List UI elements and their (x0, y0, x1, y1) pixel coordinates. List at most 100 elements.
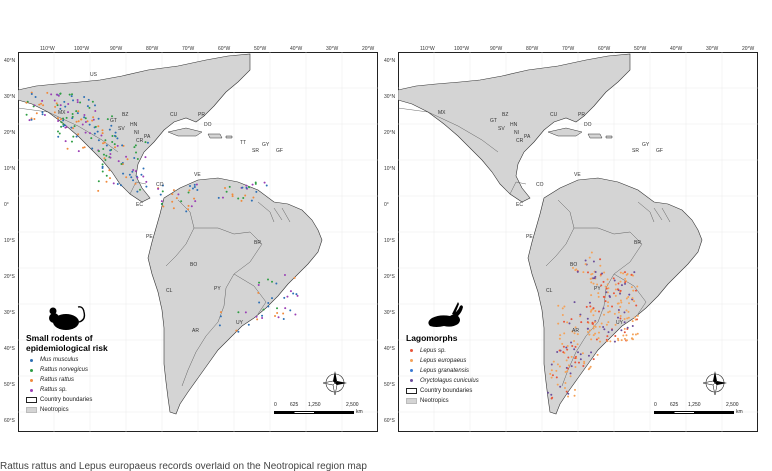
occurrence-point (583, 362, 586, 365)
occurrence-point (94, 125, 97, 128)
longitude-label: 100°W (454, 46, 470, 52)
occurrence-point (552, 360, 555, 363)
occurrence-point (72, 135, 75, 138)
legend-item: Lepus sp. (406, 346, 546, 356)
occurrence-point (627, 316, 630, 319)
country-label-bo: BO (570, 262, 578, 268)
occurrence-point (187, 208, 190, 211)
occurrence-point (620, 284, 623, 287)
occurrence-point (559, 334, 562, 337)
occurrence-point (111, 115, 114, 118)
legend-title: Small rodents of (26, 333, 93, 343)
occurrence-point (558, 365, 561, 368)
occurrence-point (581, 352, 584, 355)
occurrence-point (631, 338, 634, 341)
occurrence-point (251, 183, 254, 186)
occurrence-point (101, 132, 104, 135)
occurrence-point (105, 174, 108, 177)
occurrence-point (60, 125, 63, 128)
occurrence-point (117, 160, 120, 163)
occurrence-point (266, 278, 269, 281)
north-arrow-icon (322, 371, 347, 396)
map-lagomorphs (398, 52, 758, 432)
country-label-ar: AR (572, 328, 579, 334)
country-label-do: DO (584, 122, 592, 128)
occurrence-point (628, 302, 631, 305)
occurrence-point (82, 146, 85, 149)
latitude-label: 20°S (384, 274, 395, 280)
scale-unit: km (356, 409, 363, 415)
occurrence-point (136, 176, 139, 179)
occurrence-point (244, 194, 247, 197)
scale-tick: 0 (654, 402, 657, 408)
country-label-ec: EC (136, 202, 143, 208)
country-label-ec: EC (516, 202, 523, 208)
occurrence-point (289, 290, 292, 293)
occurrence-point (134, 182, 137, 185)
occurrence-point (564, 382, 567, 385)
latitude-label: 40°N (384, 58, 396, 64)
occurrence-point (142, 167, 145, 170)
occurrence-point (592, 260, 595, 263)
occurrence-point (255, 315, 258, 318)
occurrence-point (614, 283, 617, 286)
occurrence-point (561, 342, 564, 345)
occurrence-point (636, 285, 639, 288)
occurrence-point (274, 315, 277, 318)
occurrence-point (590, 338, 593, 341)
occurrence-point (144, 141, 147, 144)
scale-bar-graphic (274, 411, 354, 414)
occurrence-point (77, 150, 80, 153)
occurrence-point (59, 107, 62, 110)
occurrence-point (605, 291, 608, 294)
occurrence-point (595, 338, 598, 341)
occurrence-point (76, 99, 79, 102)
occurrence-point (607, 331, 610, 334)
occurrence-point (258, 301, 261, 304)
rabbit-icon (428, 302, 463, 327)
occurrence-point (576, 343, 579, 346)
occurrence-point (592, 277, 595, 280)
occurrence-point (617, 311, 620, 314)
occurrence-point (597, 295, 600, 298)
occurrence-point (256, 318, 259, 321)
occurrence-point (105, 180, 108, 183)
occurrence-point (571, 345, 574, 348)
latitude-label: 30°S (4, 310, 15, 316)
occurrence-point (561, 313, 564, 316)
occurrence-point (88, 106, 91, 109)
country-label-gf: GF (276, 148, 283, 154)
occurrence-point (636, 318, 639, 321)
occurrence-point (121, 144, 124, 147)
figure-caption: Rattus rattus and Lepus europaeus record… (0, 462, 367, 471)
occurrence-point (614, 335, 617, 338)
occurrence-point (607, 321, 610, 324)
hispaniola (587, 133, 603, 139)
occurrence-point (603, 271, 606, 274)
occurrence-point (569, 375, 572, 378)
occurrence-point (555, 369, 558, 372)
occurrence-point (102, 147, 105, 150)
occurrence-point (549, 372, 552, 375)
occurrence-point (636, 314, 639, 317)
occurrence-point (563, 387, 566, 390)
occurrence-point (86, 105, 89, 108)
occurrence-point (144, 156, 147, 159)
occurrence-point (557, 304, 560, 307)
occurrence-point (586, 271, 589, 274)
occurrence-point (237, 197, 240, 200)
occurrence-point (566, 348, 569, 351)
occurrence-point (590, 351, 593, 354)
occurrence-point (573, 348, 576, 351)
country-label-pe: PE (526, 234, 533, 240)
occurrence-point (217, 196, 220, 199)
occurrence-point (592, 307, 595, 310)
latitude-label: 40°S (384, 346, 395, 352)
occurrence-point (556, 383, 559, 386)
occurrence-point (588, 256, 591, 259)
legend-item: Mus musculus (26, 355, 166, 365)
occurrence-point (571, 330, 574, 333)
occurrence-point (146, 141, 149, 144)
occurrence-point (102, 153, 105, 156)
occurrence-point (608, 295, 611, 298)
